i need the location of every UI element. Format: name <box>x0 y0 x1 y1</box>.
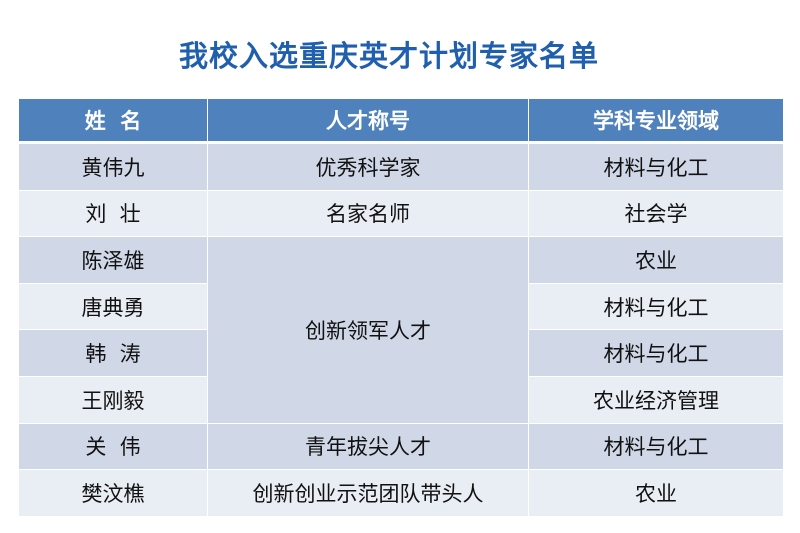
table-row: 陈泽雄 创新领军人才 农业 <box>18 236 784 424</box>
cell-name: 陈泽雄 <box>18 236 208 284</box>
cell-field: 农业 <box>528 469 784 517</box>
cell-title-merged: 创新领军人才 <box>207 236 529 424</box>
cell-field: 材料与化工 <box>528 282 784 331</box>
cell-name: 关 伟 <box>18 422 208 471</box>
cell-title: 青年拔尖人才 <box>207 422 529 471</box>
table-row: 樊汶樵 创新创业示范团队带头人 农业 <box>18 469 784 517</box>
table-row: 唐典勇 材料与化工 <box>18 282 784 331</box>
header-name: 姓 名 <box>18 98 208 144</box>
cell-field: 材料与化工 <box>528 329 784 377</box>
table-row: 黄伟九 优秀科学家 材料与化工 <box>18 142 784 191</box>
table-row: 王刚毅 农业经济管理 <box>18 375 784 424</box>
cell-name: 刘 壮 <box>18 189 208 238</box>
cell-field: 材料与化工 <box>528 422 784 471</box>
page-title: 我校入选重庆英才计划专家名单 <box>178 39 599 73</box>
cell-name: 黄伟九 <box>18 142 208 191</box>
cell-title: 优秀科学家 <box>207 142 529 191</box>
cell-title: 名家名师 <box>207 189 529 238</box>
cell-name: 唐典勇 <box>18 282 208 331</box>
expert-table: 姓 名 人才称号 学科专业领域 黄伟九 优秀科学家 材料与化工 刘 壮 名家名师… <box>18 98 784 517</box>
cell-field: 社会学 <box>528 189 784 238</box>
table-row: 关 伟 青年拔尖人才 材料与化工 <box>18 422 784 471</box>
cell-name: 韩 涛 <box>18 329 208 377</box>
cell-field: 农业 <box>528 236 784 284</box>
header-field: 学科专业领域 <box>528 98 784 144</box>
header-title: 人才称号 <box>207 98 529 144</box>
table-row: 刘 壮 名家名师 社会学 <box>18 189 784 238</box>
cell-title: 创新创业示范团队带头人 <box>207 469 529 517</box>
cell-field: 材料与化工 <box>528 142 784 191</box>
cell-name: 樊汶樵 <box>18 469 208 517</box>
cell-name: 王刚毅 <box>18 375 208 424</box>
table-header-row: 姓 名 人才称号 学科专业领域 <box>18 98 784 144</box>
cell-field: 农业经济管理 <box>528 375 784 424</box>
